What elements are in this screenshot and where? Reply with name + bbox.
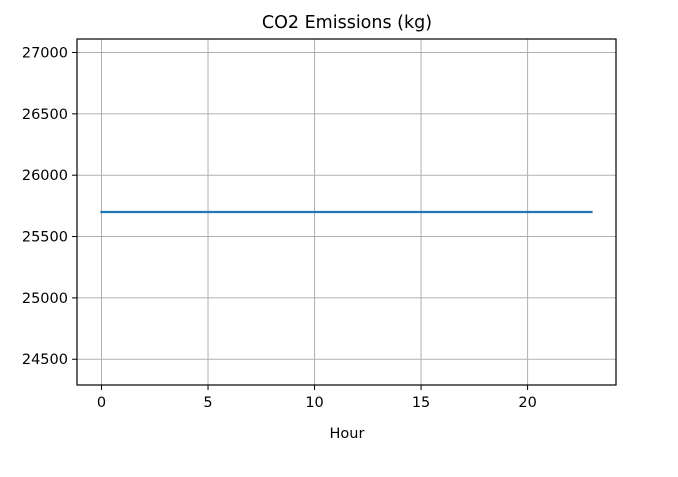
x-axis-label: Hour bbox=[330, 426, 365, 442]
x-tick-label: 20 bbox=[518, 395, 536, 411]
x-tick-label: 10 bbox=[305, 395, 323, 411]
x-tick-label: 0 bbox=[97, 395, 106, 411]
x-tick-label: 15 bbox=[412, 395, 430, 411]
chart-title: CO2 Emissions (kg) bbox=[262, 13, 432, 33]
y-tick-label: 24500 bbox=[22, 352, 68, 368]
y-tick-label: 26000 bbox=[22, 168, 68, 184]
y-tick-label: 25000 bbox=[22, 291, 68, 307]
y-tick-label: 27000 bbox=[22, 45, 68, 61]
y-tick-label: 26500 bbox=[22, 107, 68, 123]
y-tick-label: 25500 bbox=[22, 230, 68, 246]
x-tick-label: 5 bbox=[203, 395, 212, 411]
plot-area-frame bbox=[76, 38, 617, 386]
tick-layer: 0 5 10 15 20 24500 25000 25500 26000 26500 27000 bbox=[22, 45, 537, 411]
